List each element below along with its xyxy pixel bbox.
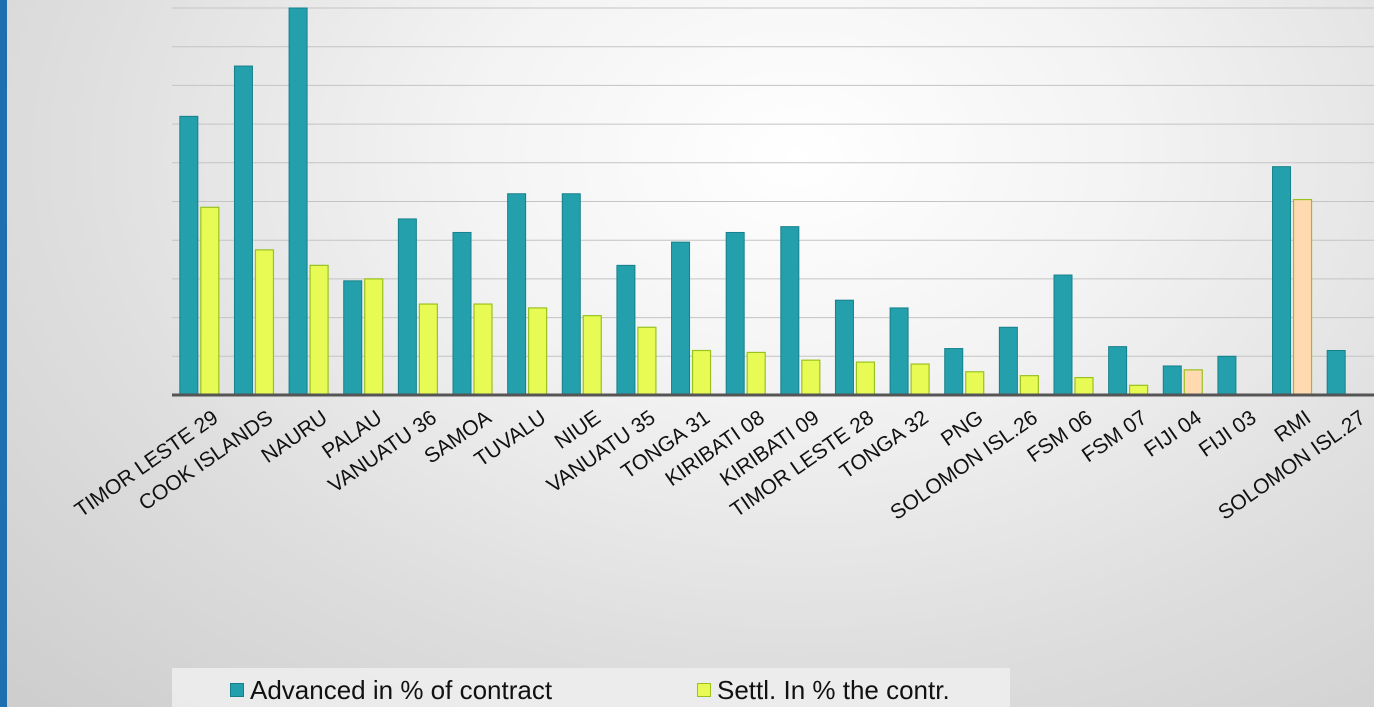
bar-settled	[528, 307, 548, 396]
bar-advanced	[780, 226, 800, 396]
legend-item-settled: Settl. In % the contr.	[697, 674, 950, 705]
bar-advanced	[452, 231, 472, 396]
legend-label-settled: Settl. In % the contr.	[717, 674, 950, 705]
bar-advanced	[343, 280, 363, 396]
bar-advanced	[233, 65, 253, 396]
bar-settled	[364, 278, 384, 396]
bar-settled	[691, 349, 712, 396]
bar-advanced	[889, 307, 909, 396]
bar-settled	[910, 363, 930, 396]
legend-swatch-advanced	[230, 683, 244, 697]
legend-label-advanced: Advanced in % of contract	[250, 674, 553, 705]
legend-item-advanced: Advanced in % of contract	[230, 674, 553, 705]
bar-settled	[309, 264, 329, 396]
bar-advanced	[1217, 355, 1237, 396]
bar-advanced	[671, 241, 691, 396]
left-accent-bar	[0, 0, 7, 707]
bar-advanced	[1053, 274, 1073, 396]
bar-advanced	[616, 264, 636, 396]
bar-advanced	[179, 115, 199, 396]
bar-settled	[418, 303, 438, 396]
bar-settled	[473, 303, 493, 396]
category-label: FIJI 03	[1195, 406, 1261, 462]
bar-settled	[1292, 198, 1313, 396]
bar-settled	[746, 351, 766, 396]
gridlines	[172, 7, 1374, 357]
bar-advanced	[1108, 346, 1128, 396]
category-label: FIJI 04	[1140, 406, 1206, 462]
bar-advanced	[397, 218, 417, 396]
bar-advanced	[1162, 365, 1182, 396]
bar-settled	[200, 206, 220, 396]
bar-advanced	[561, 193, 581, 396]
bar-advanced	[834, 299, 854, 396]
legend: Advanced in % of contract Settl. In % th…	[172, 668, 1010, 707]
bar-advanced	[507, 193, 527, 396]
bar-advanced	[1272, 166, 1292, 396]
bar-settled	[1183, 369, 1203, 396]
bar-settled	[1074, 376, 1094, 396]
bar-advanced	[725, 231, 745, 396]
legend-swatch-settled	[697, 683, 711, 697]
bar-advanced	[1326, 349, 1346, 396]
bar-settled	[801, 359, 821, 396]
bar-settled	[965, 371, 985, 396]
bar-settled	[637, 326, 657, 396]
bar-settled	[582, 315, 602, 396]
bar-settled	[1019, 375, 1039, 396]
bar-advanced	[288, 7, 308, 396]
bar-advanced	[944, 348, 964, 396]
bar-settled	[855, 361, 876, 396]
bar-settled	[254, 249, 275, 396]
bars	[179, 7, 1346, 396]
bar-advanced	[998, 326, 1018, 396]
